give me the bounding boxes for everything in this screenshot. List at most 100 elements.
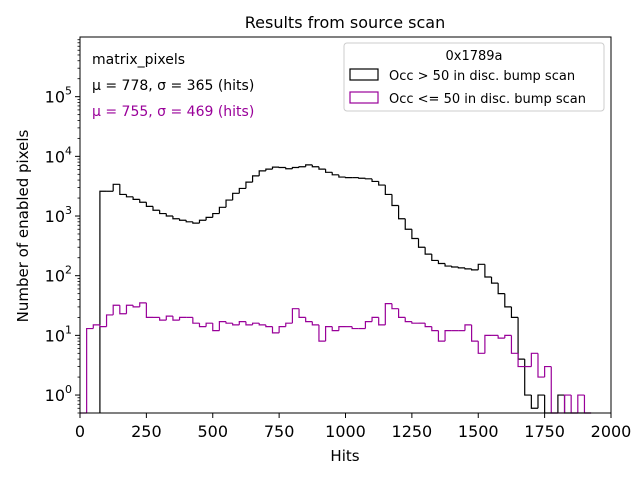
series-0-bin [510, 306, 519, 318]
series-0-bin [232, 192, 240, 201]
series-0-bin [265, 168, 273, 171]
series-1-bin [238, 321, 246, 325]
series-0-bin [198, 219, 207, 224]
x-tick-label: 750 [264, 422, 295, 441]
series-1-bin [132, 305, 140, 308]
x-tick-label: 1750 [524, 422, 565, 441]
series-1-bin [398, 308, 406, 318]
series-0-bin [245, 181, 253, 189]
series-0-bin [537, 394, 545, 409]
series-0-bin [285, 167, 293, 170]
x-tick-label: 2000 [591, 422, 632, 441]
y-tick-label: 103 [45, 204, 72, 226]
x-axis-title: Hits [330, 447, 359, 465]
series-1-bin [384, 303, 392, 325]
series-1-bin [324, 326, 333, 342]
series-1-bin [364, 321, 373, 329]
series-0-bin [305, 164, 313, 167]
series-0-bin [424, 247, 432, 255]
legend: 0x1789a Occ > 50 in disc. bump scan Occ … [343, 42, 605, 112]
series-1-bin [112, 304, 120, 315]
series-1-bin [86, 327, 94, 413]
series-0-bin [437, 260, 446, 265]
series-0-bin [298, 166, 306, 168]
series-1-bin [484, 334, 492, 354]
series-0-bin [371, 178, 379, 183]
series-1-bin [271, 326, 280, 334]
series-0-bin [464, 267, 472, 270]
series-0-bin [457, 266, 465, 269]
series-0-bin [258, 170, 266, 176]
series-0-bin [99, 190, 107, 413]
series-0-bin [251, 175, 260, 183]
series-1-bin [198, 323, 207, 328]
series-0-bin [205, 216, 213, 221]
series-0-bin [145, 202, 154, 207]
x-tick-label: 1000 [325, 422, 366, 441]
series-1-bin [537, 353, 545, 378]
series-1-bin [265, 324, 273, 328]
series-0-bin [318, 166, 326, 170]
series-1-bin [139, 302, 147, 307]
series-1-bin [305, 317, 313, 323]
series-1-bin [165, 315, 173, 321]
series-0-bin [484, 264, 492, 278]
series-1-bin [125, 304, 134, 314]
series-1-bin [391, 303, 399, 310]
chart-title: Results from source scan [245, 13, 445, 32]
series-1-bin [431, 326, 439, 332]
series-1-bin [285, 322, 293, 327]
series-0-bin [185, 220, 193, 223]
y-tick-label: 102 [45, 264, 72, 286]
series-1-bin [404, 317, 412, 323]
y-tick-label: 101 [45, 323, 72, 345]
series-1-bin [225, 321, 233, 324]
x-tick-label: 500 [197, 422, 228, 441]
series-0-bin [451, 266, 459, 268]
y-axis: 100 101 102 103 104 105 [45, 39, 80, 414]
series-1-bin [378, 317, 386, 326]
series-0-bin [530, 395, 538, 409]
series-1-bin [424, 323, 432, 328]
x-tick-label: 0 [75, 422, 85, 441]
x-axis: 0 250 500 750 1000 1250 1500 1750 2000 [75, 413, 631, 441]
series-0-bin [444, 263, 452, 267]
series-1-bin [232, 323, 240, 326]
series-1-bin [577, 394, 585, 413]
series-0-bin [524, 359, 532, 396]
legend-swatch-low-occupancy [349, 91, 379, 104]
series-0-bin [112, 183, 120, 192]
legend-label-low-occupancy: Occ <= 50 in disc. bump scan [389, 92, 586, 107]
y-axis-title: Number of enabled pixels [14, 129, 32, 322]
series-1-bin [291, 308, 300, 324]
series-1-bin [99, 324, 107, 328]
x-tick-label: 1250 [392, 422, 433, 441]
series-1-bin [251, 322, 260, 325]
series-0-bin [192, 221, 200, 224]
series-1-bin [371, 316, 379, 322]
series-0-bin [338, 174, 346, 178]
series-0-bin [311, 164, 319, 168]
x-tick-label: 250 [131, 422, 162, 441]
series-0-bin [504, 293, 512, 308]
series-0-bin [152, 206, 160, 211]
series-1-bin [471, 324, 479, 342]
series-1-bin [172, 316, 180, 321]
series-1-bin [92, 324, 100, 329]
series-0-bin [125, 194, 134, 198]
series-1-bin [278, 326, 286, 333]
y-tick-label: 104 [45, 144, 72, 166]
series-0-bin [331, 172, 339, 176]
series-0-bin [344, 177, 353, 179]
series-0-bin [172, 216, 180, 220]
matrix-label: matrix_pixels [92, 52, 185, 68]
series-1-bin [477, 341, 485, 354]
series-0-bin [477, 263, 485, 270]
series-1-bin [205, 322, 213, 327]
series-1-bin [331, 326, 339, 332]
series-0-bin [384, 185, 392, 196]
series-1-bin [497, 335, 505, 339]
series-1-bin [338, 326, 346, 331]
series-1-bin [504, 334, 512, 339]
